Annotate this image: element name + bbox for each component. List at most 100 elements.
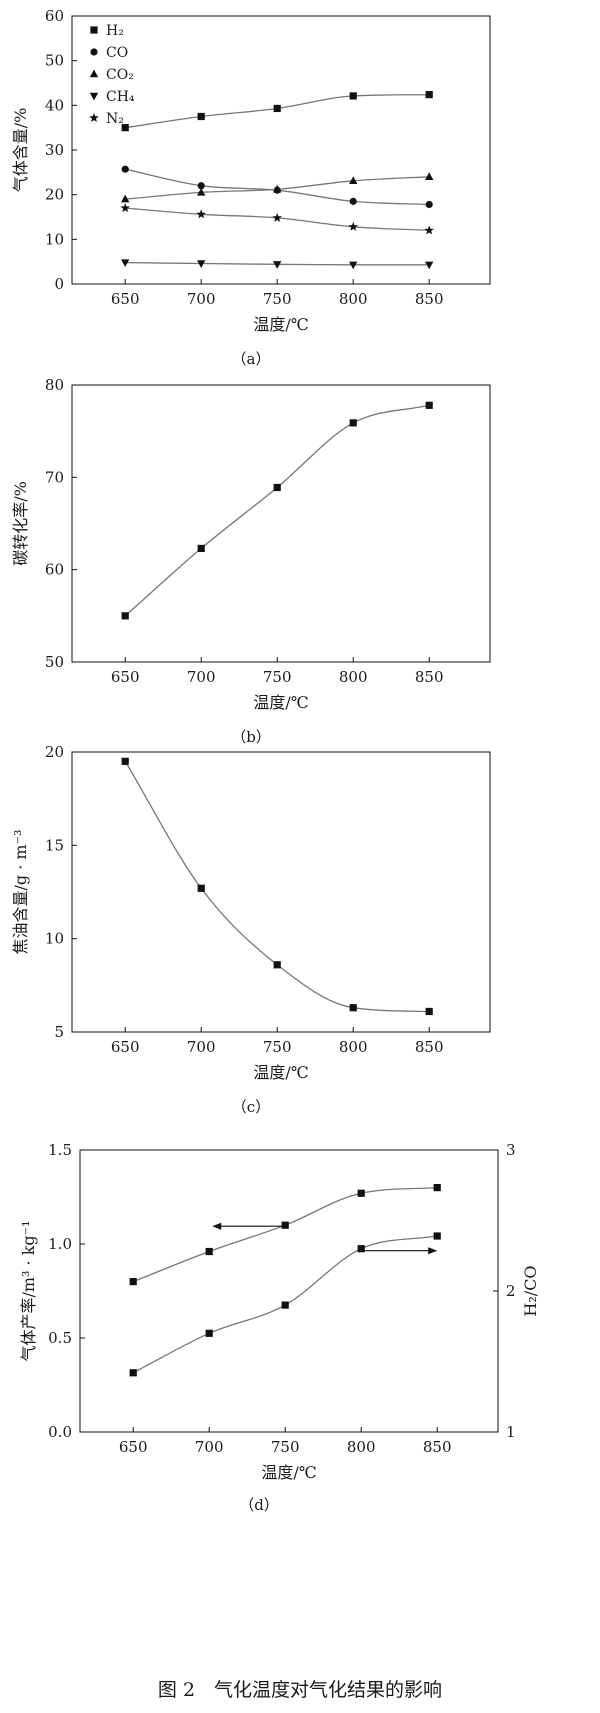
x-tick-label: 800 xyxy=(339,668,368,686)
y-tick-label: 1.0 xyxy=(48,1235,72,1253)
data-point xyxy=(424,225,434,235)
data-point xyxy=(197,884,205,892)
series-3 xyxy=(121,259,434,270)
data-point xyxy=(357,1245,365,1253)
panel-label: （a） xyxy=(232,350,271,368)
panel-label: （d） xyxy=(239,1496,279,1514)
data-point xyxy=(273,104,281,113)
x-tick-label: 850 xyxy=(415,1038,444,1056)
y-tick-label: 50 xyxy=(45,52,64,70)
series-line xyxy=(132,1186,438,1283)
data-point xyxy=(273,184,282,193)
series-1 xyxy=(129,1232,441,1377)
y-tick-label: 20 xyxy=(45,743,64,761)
y-tick-label: 5 xyxy=(54,1023,64,1041)
data-point xyxy=(425,401,433,409)
y-tick-label: 10 xyxy=(45,930,64,948)
x-tick-label: 750 xyxy=(271,1438,300,1456)
x-tick-label: 700 xyxy=(187,668,216,686)
panel-label: （b） xyxy=(231,728,271,746)
data-point xyxy=(197,187,206,196)
y-right-axis-title: H₂/CO xyxy=(521,1265,540,1316)
data-point xyxy=(425,261,434,270)
panel-b: 650 700 750 800 850 50 60 70 80 温度/℃ 碳转化率/% （b） xyxy=(11,376,491,746)
x-tick-label: 750 xyxy=(263,1038,292,1056)
x-tick-label: 800 xyxy=(339,1038,368,1056)
y-tick-label: 0.5 xyxy=(48,1329,72,1347)
series-line xyxy=(124,404,430,617)
data-point xyxy=(349,1004,357,1012)
x-tick-label: 850 xyxy=(415,290,444,308)
data-point xyxy=(349,419,357,427)
x-tick-label: 700 xyxy=(187,1038,216,1056)
data-point xyxy=(197,260,206,268)
data-point xyxy=(433,1184,441,1192)
series-0 xyxy=(121,757,433,1016)
legend-marker xyxy=(90,48,98,56)
x-tick-label: 700 xyxy=(187,290,216,308)
data-point xyxy=(349,261,358,270)
series-0 xyxy=(121,91,433,132)
legend-label: H₂ xyxy=(106,23,124,39)
series-4 xyxy=(120,203,434,235)
x-tick-label: 650 xyxy=(119,1438,148,1456)
plot-frame xyxy=(71,751,491,1033)
series-2 xyxy=(121,172,434,203)
data-point xyxy=(349,197,357,205)
data-point xyxy=(205,1247,213,1256)
data-point xyxy=(129,1369,137,1377)
data-point xyxy=(121,194,130,203)
panel-d: 650 700 750 800 850 0.0 0.5 1.0 1.5 1 2 3 H₂/CO 温度/℃ 气… xyxy=(19,1141,540,1514)
data-point xyxy=(272,212,282,222)
panel-a: 650 700 750 800 850 0 10 20 30 40 50 60 温度/℃ 气体含量/% （a… xyxy=(11,7,491,368)
data-point xyxy=(121,612,129,620)
y-tick-label: 60 xyxy=(45,7,64,25)
x-tick-label: 750 xyxy=(263,668,292,686)
data-point xyxy=(197,544,205,553)
y-right-tick-label: 1 xyxy=(506,1423,516,1441)
x-tick-label: 700 xyxy=(195,1438,224,1456)
data-point xyxy=(281,1301,289,1309)
series-0 xyxy=(129,1184,441,1286)
y-tick-label: 20 xyxy=(45,186,64,204)
y-tick-label: 1.5 xyxy=(48,1141,72,1159)
data-point xyxy=(357,1189,365,1197)
y-tick-label: 0.0 xyxy=(48,1423,72,1441)
y-tick-label: 80 xyxy=(45,376,64,394)
y-axis-title: 气体含量/% xyxy=(11,108,30,193)
x-tick-label: 800 xyxy=(347,1438,376,1456)
legend-marker xyxy=(90,26,98,34)
data-point xyxy=(121,165,129,173)
legend: H₂ CO CO₂ CH₄ N₂ xyxy=(89,23,135,127)
y-right-tick-label: 2 xyxy=(506,1282,516,1300)
data-point xyxy=(273,483,281,492)
y-axis-title: 碳转化率/% xyxy=(11,481,30,566)
x-tick-label: 800 xyxy=(339,290,368,308)
plot-frame xyxy=(79,1149,499,1433)
legend-marker xyxy=(89,92,99,101)
x-axis-title: 温度/℃ xyxy=(253,315,308,334)
data-point xyxy=(273,261,282,269)
data-point xyxy=(121,124,129,132)
x-axis-title: 温度/℃ xyxy=(253,1063,308,1082)
data-point xyxy=(425,91,433,99)
data-point xyxy=(349,176,358,185)
series-arrow-left-head xyxy=(212,1222,222,1230)
x-tick-label: 750 xyxy=(263,290,292,308)
y-axis-title: 焦油含量/g · m⁻³ xyxy=(11,830,30,955)
x-tick-label: 650 xyxy=(111,290,140,308)
legend-marker xyxy=(89,69,99,78)
data-point xyxy=(120,203,130,213)
data-point xyxy=(425,1007,433,1016)
data-point xyxy=(273,961,281,969)
x-tick-label: 850 xyxy=(415,668,444,686)
data-point xyxy=(425,200,433,209)
series-line xyxy=(124,760,430,1013)
x-axis-title: 温度/℃ xyxy=(253,693,308,712)
y-tick-label: 70 xyxy=(45,468,64,486)
data-point xyxy=(281,1221,289,1229)
x-tick-label: 850 xyxy=(423,1438,452,1456)
series-arrow-right-head xyxy=(428,1247,438,1255)
panel-c: 650 700 750 800 850 5 10 15 20 温度/℃ 焦油含量/g · m⁻³ （c… xyxy=(11,743,491,1116)
